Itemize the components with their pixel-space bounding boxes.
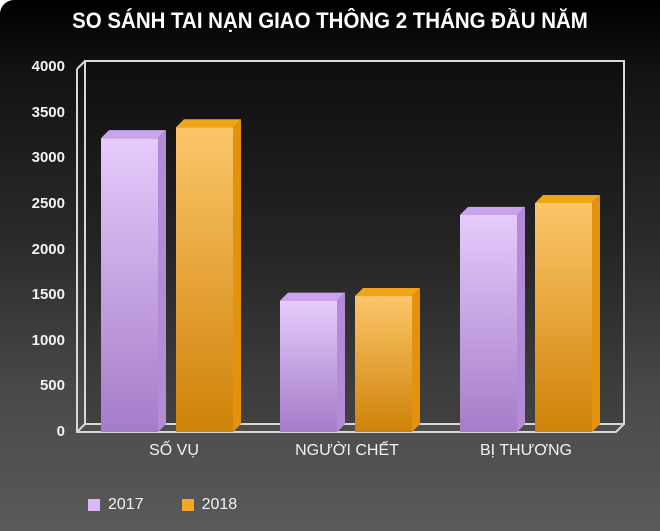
- bars: [101, 119, 600, 433]
- chart-title: SO SÁNH TAI NẠN GIAO THÔNG 2 THÁNG ĐẦU N…: [72, 8, 588, 33]
- y-tick-label: 1500: [31, 286, 65, 304]
- x-category-so-vu: SỐ VỤ: [149, 442, 199, 459]
- y-tick-label: 4000: [31, 58, 65, 75]
- legend-swatch-2018: [181, 499, 194, 511]
- y-tick-label: 0: [56, 423, 65, 440]
- bar-2018-0: [176, 119, 241, 432]
- bar-2017-2: [460, 206, 525, 432]
- bar-2018-1: [355, 288, 420, 432]
- legend: 2017 2018: [88, 496, 237, 514]
- legend-swatch-2017: [88, 499, 100, 511]
- y-tick-label: 500: [39, 377, 65, 395]
- y-tick-label: 2500: [31, 194, 65, 212]
- chart-walls: [76, 60, 625, 433]
- x-category-nguoi-chet: NGƯỜI CHẾT: [295, 442, 399, 459]
- legend-label-2018: 2018: [201, 496, 238, 513]
- legend-item-2017: 2017: [88, 496, 144, 514]
- y-tick-label: 1000: [31, 331, 65, 349]
- bar-2017-1: [280, 292, 345, 432]
- y-tick-label: 3500: [31, 103, 65, 121]
- y-tick-label: 3000: [31, 149, 65, 167]
- legend-item-2018: 2018: [181, 496, 238, 514]
- legend-label-2017: 2017: [108, 496, 144, 513]
- bar-2018-2: [535, 194, 600, 432]
- y-tick-label: 2000: [31, 240, 65, 258]
- x-category-bi-thuong: BỊ THƯƠNG: [480, 442, 572, 459]
- bar-2017-0: [101, 130, 166, 433]
